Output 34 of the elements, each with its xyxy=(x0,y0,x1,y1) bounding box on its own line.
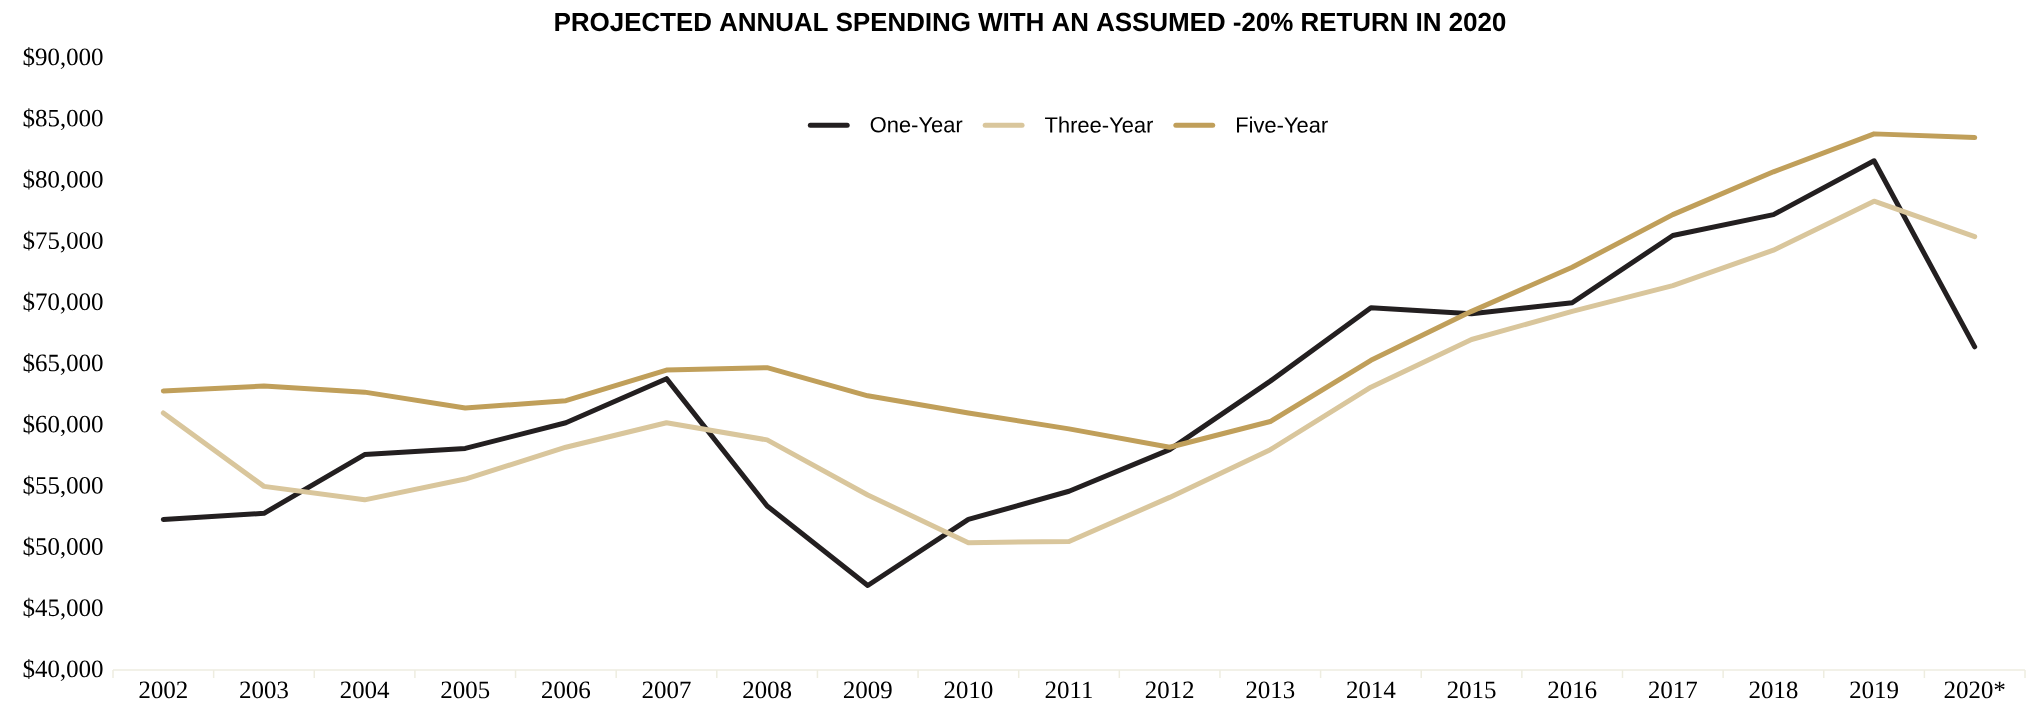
x-tick-label: 2014 xyxy=(1347,681,1396,699)
x-tick-label: 2016 xyxy=(1548,681,1597,699)
x-tick-label: 2004 xyxy=(340,681,390,699)
chart-title: PROJECTED ANNUAL SPENDING WITH AN ASSUMED -20% RETURN IN 2020 xyxy=(555,12,1506,32)
y-tick-label: $70,000 xyxy=(23,291,103,314)
y-tick-label: $65,000 xyxy=(23,353,103,375)
x-tick-label: 2002 xyxy=(139,681,187,699)
y-tick-label: $50,000 xyxy=(23,536,103,559)
x-tick-label: 2012 xyxy=(1145,681,1194,699)
x-tick-label: 2019 xyxy=(1850,681,1898,699)
x-tick-label: 2017 xyxy=(1649,681,1697,699)
y-tick-label: $55,000 xyxy=(23,475,103,498)
y-tick-label: $75,000 xyxy=(23,230,103,253)
legend-label: Five-Year xyxy=(1237,116,1328,133)
x-tick-label: 2003 xyxy=(240,681,288,699)
y-tick-label: $45,000 xyxy=(23,597,103,620)
y-tick-label: $90,000 xyxy=(23,47,103,69)
x-tick-label: 2015 xyxy=(1447,681,1496,699)
x-tick-label: 2018 xyxy=(1749,681,1798,699)
x-tick-label: 2006 xyxy=(542,681,591,699)
x-tick-label: 2007 xyxy=(642,681,691,699)
x-tick-label: 2011 xyxy=(1045,681,1092,699)
y-tick-label: $85,000 xyxy=(23,108,103,131)
x-tick-label: 2020* xyxy=(1944,681,2005,699)
y-tick-label: $80,000 xyxy=(23,169,103,192)
legend-label: Three-Year xyxy=(1045,116,1154,133)
x-tick-label: 2008 xyxy=(743,681,792,699)
x-tick-label: 2013 xyxy=(1246,681,1295,699)
y-tick-label: $60,000 xyxy=(23,414,103,437)
legend-label: One-Year xyxy=(870,116,963,133)
x-tick-label: 2009 xyxy=(843,681,892,699)
x-tick-label: 2010 xyxy=(944,681,993,699)
y-tick-label: $40,000 xyxy=(23,659,103,681)
x-tick-label: 2005 xyxy=(441,681,490,699)
